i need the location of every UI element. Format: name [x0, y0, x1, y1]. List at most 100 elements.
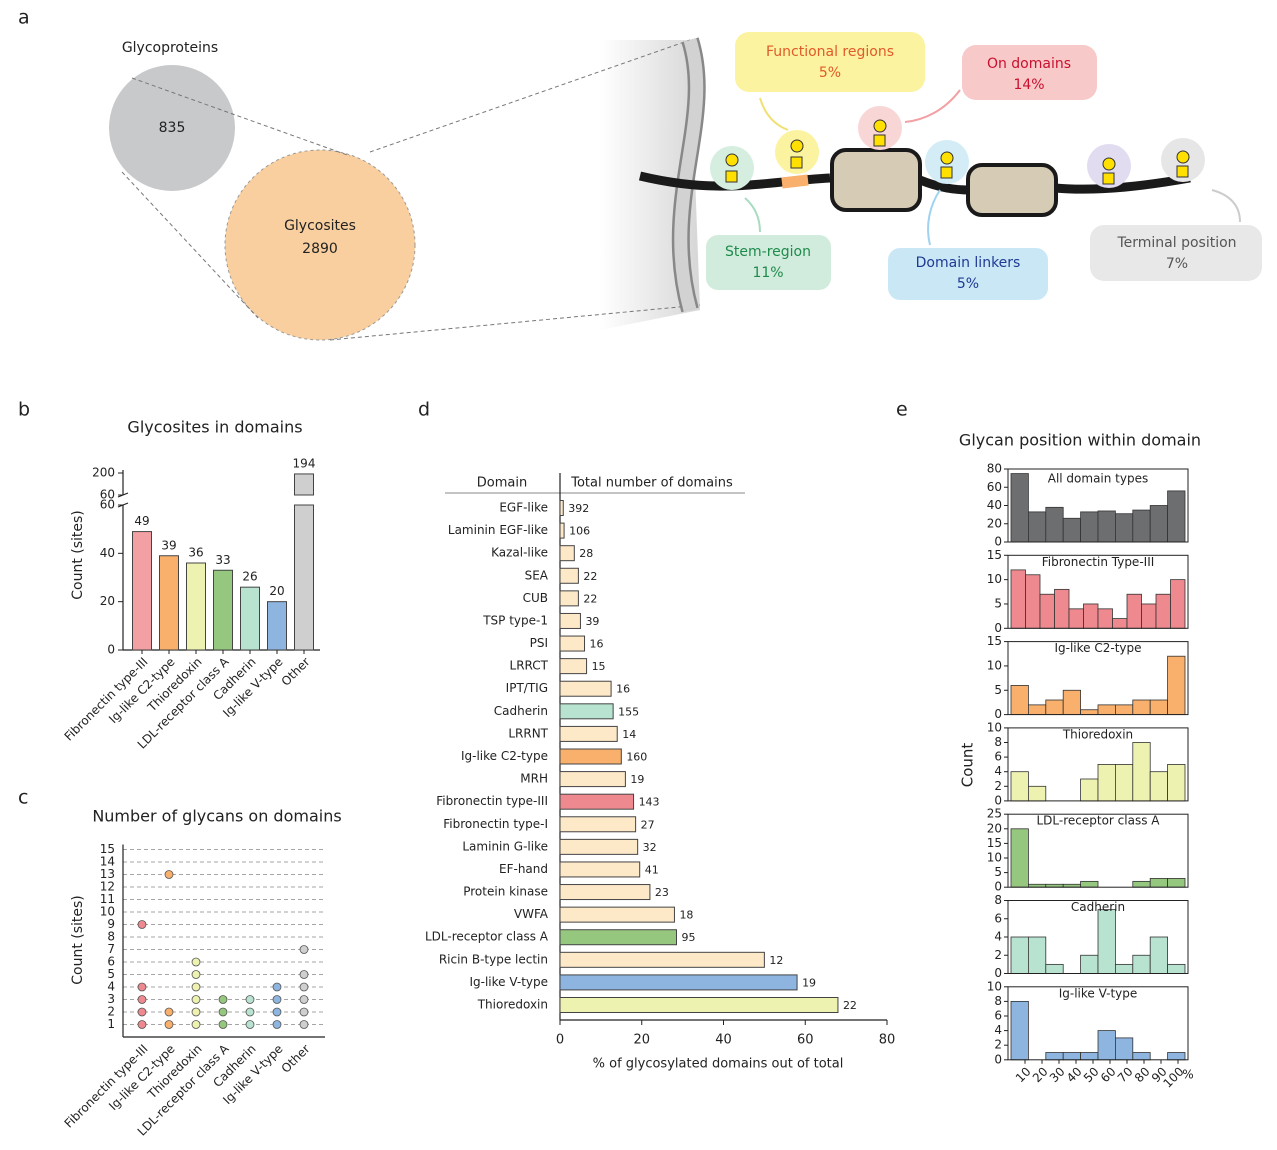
dot [164, 1020, 174, 1029]
y-tick-label: 60 [987, 480, 1002, 494]
y-axis-label: Count [959, 743, 977, 788]
subplot-title: Thioredoxin [1062, 727, 1133, 741]
total-label: 19 [630, 773, 644, 786]
subplot-title: Ig-like V-type [1059, 986, 1138, 1000]
dot [245, 995, 255, 1004]
hist-bar [1132, 742, 1151, 802]
hist-bar [1054, 588, 1070, 629]
category-label: VWFA [514, 907, 549, 921]
category-label: LRRNT [508, 726, 548, 740]
dot [137, 920, 147, 929]
bar [559, 793, 635, 810]
y-tick-label: 10 [100, 905, 115, 919]
hist-bar [1062, 689, 1081, 715]
callout-share: 7% [1166, 256, 1188, 272]
total-label: 16 [590, 638, 604, 651]
total-label: 19 [802, 976, 816, 989]
hist-bar [1132, 509, 1151, 543]
total-label: 15 [592, 660, 606, 673]
dot [299, 970, 309, 979]
category-label: Thioredoxin [477, 998, 548, 1012]
y-tick-label: 0 [994, 966, 1002, 980]
bar [559, 974, 798, 991]
bar [132, 531, 152, 651]
bar [559, 522, 565, 539]
y-tick-label: 0 [994, 793, 1002, 807]
y-tick-label: 2 [994, 1038, 1002, 1052]
dot [191, 1020, 201, 1029]
y-tick-label: 7 [107, 942, 115, 956]
y-tick-label: 0 [994, 621, 1002, 635]
y-tick-label: 60 [100, 498, 115, 512]
y-tick-label: 4 [107, 980, 115, 994]
y-tick-label: 15 [987, 548, 1002, 562]
y-tick-label: 10 [987, 979, 1002, 993]
callout-label: Stem-region [725, 244, 811, 260]
dot [299, 1007, 309, 1017]
bar [559, 612, 581, 629]
category-label: Fibronectin type-I [443, 817, 548, 831]
y-tick-label: 5 [994, 683, 1002, 697]
total-label: 41 [645, 863, 659, 876]
circle-count: 835 [159, 120, 186, 136]
callout-label: On domains [987, 56, 1071, 72]
y-tick-label: 6 [994, 1009, 1002, 1023]
hist-bar [1167, 490, 1186, 543]
bar [559, 680, 612, 697]
hist-bar [1115, 1037, 1134, 1061]
dot [218, 995, 228, 1004]
y-tick-label: 0 [994, 535, 1002, 549]
category-label: Protein kinase [463, 885, 548, 899]
value-label: 49 [134, 514, 149, 528]
dot [299, 982, 309, 992]
category-label: LRRCT [510, 659, 549, 673]
hist-bar [1115, 764, 1134, 802]
panel-letter: b [18, 399, 30, 421]
hist-bar [1115, 704, 1134, 715]
hist-bar [1028, 785, 1047, 802]
total-label: 12 [769, 954, 783, 967]
hist-bar [1045, 699, 1064, 716]
dot [245, 1007, 255, 1017]
dot [218, 1007, 228, 1017]
y-tick-label: 6 [994, 911, 1002, 925]
bar [559, 635, 586, 652]
y-tick-label: 8 [994, 994, 1002, 1008]
category-label: Laminin EGF-like [448, 523, 548, 537]
dot [299, 1020, 309, 1029]
callout-share: 11% [752, 265, 783, 281]
total-label: 18 [679, 909, 693, 922]
dot [137, 982, 147, 992]
hist-bar [1167, 878, 1186, 888]
y-tick-label: 0 [107, 643, 115, 657]
bar [294, 473, 314, 496]
chart-title: Glycan position within domain [959, 431, 1201, 450]
hist-bar [1149, 505, 1168, 543]
y-tick-label: 14 [100, 855, 115, 869]
total-label: 39 [585, 615, 599, 628]
hist-bar [1149, 771, 1168, 802]
bar [559, 545, 575, 562]
dot [191, 995, 201, 1004]
dot [164, 870, 174, 879]
panel-letter: a [18, 7, 30, 29]
hist-bar [1010, 473, 1029, 543]
y-tick-label: 10 [987, 851, 1002, 865]
callout-share: 5% [819, 65, 841, 81]
bar [559, 771, 626, 788]
panel-letter: c [18, 787, 28, 809]
y-tick-label: 2 [107, 1005, 115, 1019]
hist-bar [1045, 963, 1064, 974]
subplot-frame [1007, 813, 1189, 888]
dot [137, 995, 147, 1004]
panel-a-art [109, 32, 1262, 341]
hist-bar [1010, 828, 1029, 888]
callout-share: 5% [957, 276, 979, 292]
x-axis-label: % of glycosylated domains out of total [593, 1057, 844, 1072]
subplot-title: All domain types [1048, 472, 1149, 486]
bar [559, 590, 579, 607]
hist-bar [1149, 936, 1168, 974]
hist-bar [1028, 936, 1047, 974]
dot [272, 982, 282, 992]
circle-count: 2890 [302, 241, 338, 257]
